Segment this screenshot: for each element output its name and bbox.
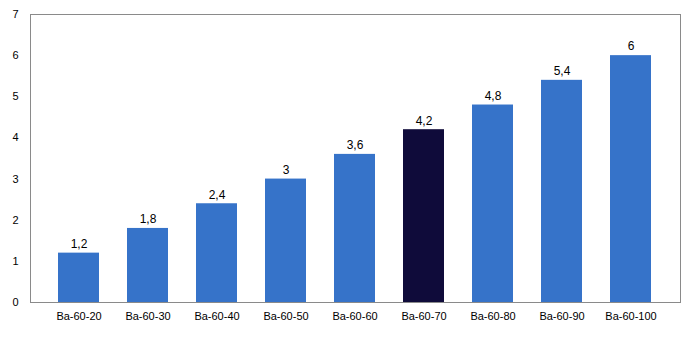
svg-text:3: 3 [283,163,290,177]
svg-text:0: 0 [12,296,18,308]
svg-text:1,8: 1,8 [140,212,157,226]
svg-text:Ba-60-50: Ba-60-50 [263,310,308,322]
svg-text:5,4: 5,4 [554,64,571,78]
svg-text:Ba-60-90: Ba-60-90 [539,310,584,322]
svg-text:Ba-60-70: Ba-60-70 [401,310,446,322]
svg-text:Ba-60-60: Ba-60-60 [332,310,377,322]
svg-text:Ba-60-30: Ba-60-30 [125,310,170,322]
svg-text:Ba-60-80: Ba-60-80 [470,310,515,322]
svg-text:2: 2 [12,214,18,226]
svg-text:1: 1 [12,255,18,267]
svg-text:3: 3 [12,173,18,185]
svg-text:Ba-60-100: Ba-60-100 [605,310,656,322]
svg-text:2,4: 2,4 [209,188,226,202]
svg-text:1,2: 1,2 [71,237,88,251]
svg-text:6: 6 [628,39,635,53]
svg-text:7: 7 [12,8,18,20]
svg-text:4,2: 4,2 [416,114,433,128]
svg-text:4,8: 4,8 [485,89,502,103]
svg-text:5: 5 [12,90,18,102]
svg-text:3,6: 3,6 [347,138,364,152]
svg-text:6: 6 [12,49,18,61]
svg-text:Ba-60-20: Ba-60-20 [56,310,101,322]
svg-text:4: 4 [12,131,18,143]
svg-text:Ba-60-40: Ba-60-40 [194,310,239,322]
